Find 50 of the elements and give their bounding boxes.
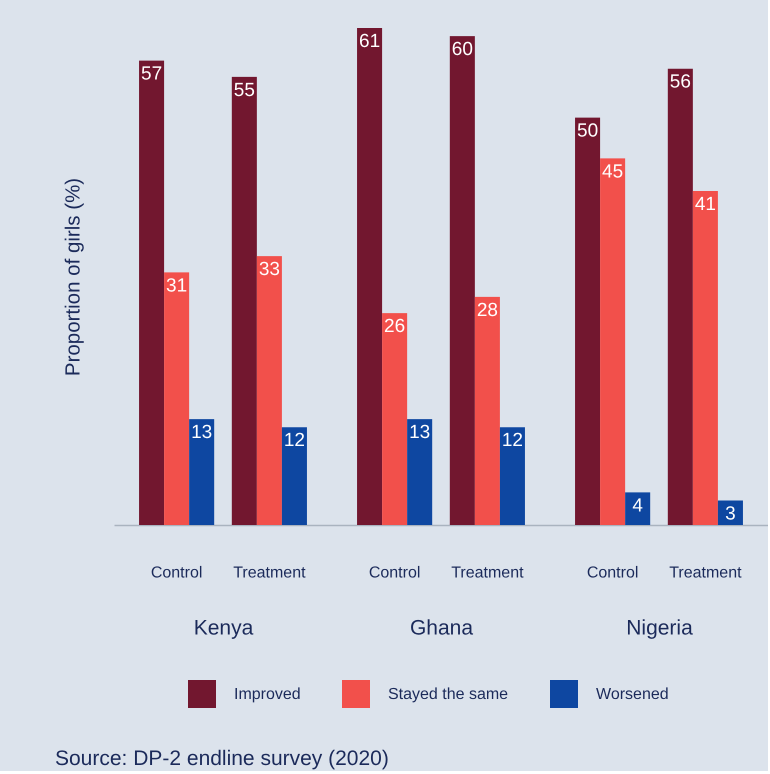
bar <box>164 272 190 525</box>
y-axis-title: Proportion of girls (%) <box>62 178 84 376</box>
bar <box>692 190 718 525</box>
bar <box>357 28 382 525</box>
bar <box>668 68 693 525</box>
data-label: 60 <box>452 39 473 60</box>
legend-label: Improved <box>234 686 301 703</box>
data-label: 12 <box>502 430 523 452</box>
data-label: 13 <box>191 422 212 444</box>
data-label: 57 <box>141 64 162 85</box>
data-label: 61 <box>359 31 380 52</box>
data-label: 13 <box>409 422 430 444</box>
bar <box>625 492 650 525</box>
x-axis-title: Ghana <box>410 616 474 640</box>
x-axis-title: Nigeria <box>626 616 694 640</box>
x-tick-label: Treatment <box>669 564 742 582</box>
bar <box>232 76 257 525</box>
legend-label: Worsened <box>596 686 669 703</box>
x-tick-label: Control <box>586 564 638 582</box>
bar <box>600 158 626 525</box>
data-label: 12 <box>284 430 305 452</box>
x-axis-title: Kenya <box>194 616 254 640</box>
bar <box>407 419 432 525</box>
bar <box>382 313 408 525</box>
data-label: 33 <box>258 259 280 280</box>
x-tick-label: Control <box>368 564 420 582</box>
bar <box>450 36 475 525</box>
data-label: 26 <box>384 316 406 338</box>
bar <box>256 256 282 525</box>
bar <box>718 500 743 525</box>
bar <box>139 60 164 525</box>
data-label: 55 <box>234 80 255 101</box>
bar <box>500 427 525 525</box>
bar <box>575 118 600 525</box>
data-label: 4 <box>632 495 644 516</box>
data-label: 41 <box>694 194 716 215</box>
x-tick-label: Treatment <box>233 564 306 582</box>
bar <box>282 427 307 525</box>
data-label: 28 <box>476 300 498 321</box>
bar <box>189 419 214 525</box>
data-label: 31 <box>166 275 188 296</box>
x-tick-label: Control <box>150 564 202 582</box>
data-label: 3 <box>725 504 736 525</box>
data-label: 56 <box>670 72 691 93</box>
data-label: 45 <box>602 161 624 182</box>
legend-label: Stayed the same <box>388 686 508 703</box>
x-tick-label: Treatment <box>451 564 524 582</box>
data-label: 50 <box>577 120 598 142</box>
bar <box>474 296 500 525</box>
source-note: Source: DP-2 endline survey (2020) <box>55 747 389 770</box>
